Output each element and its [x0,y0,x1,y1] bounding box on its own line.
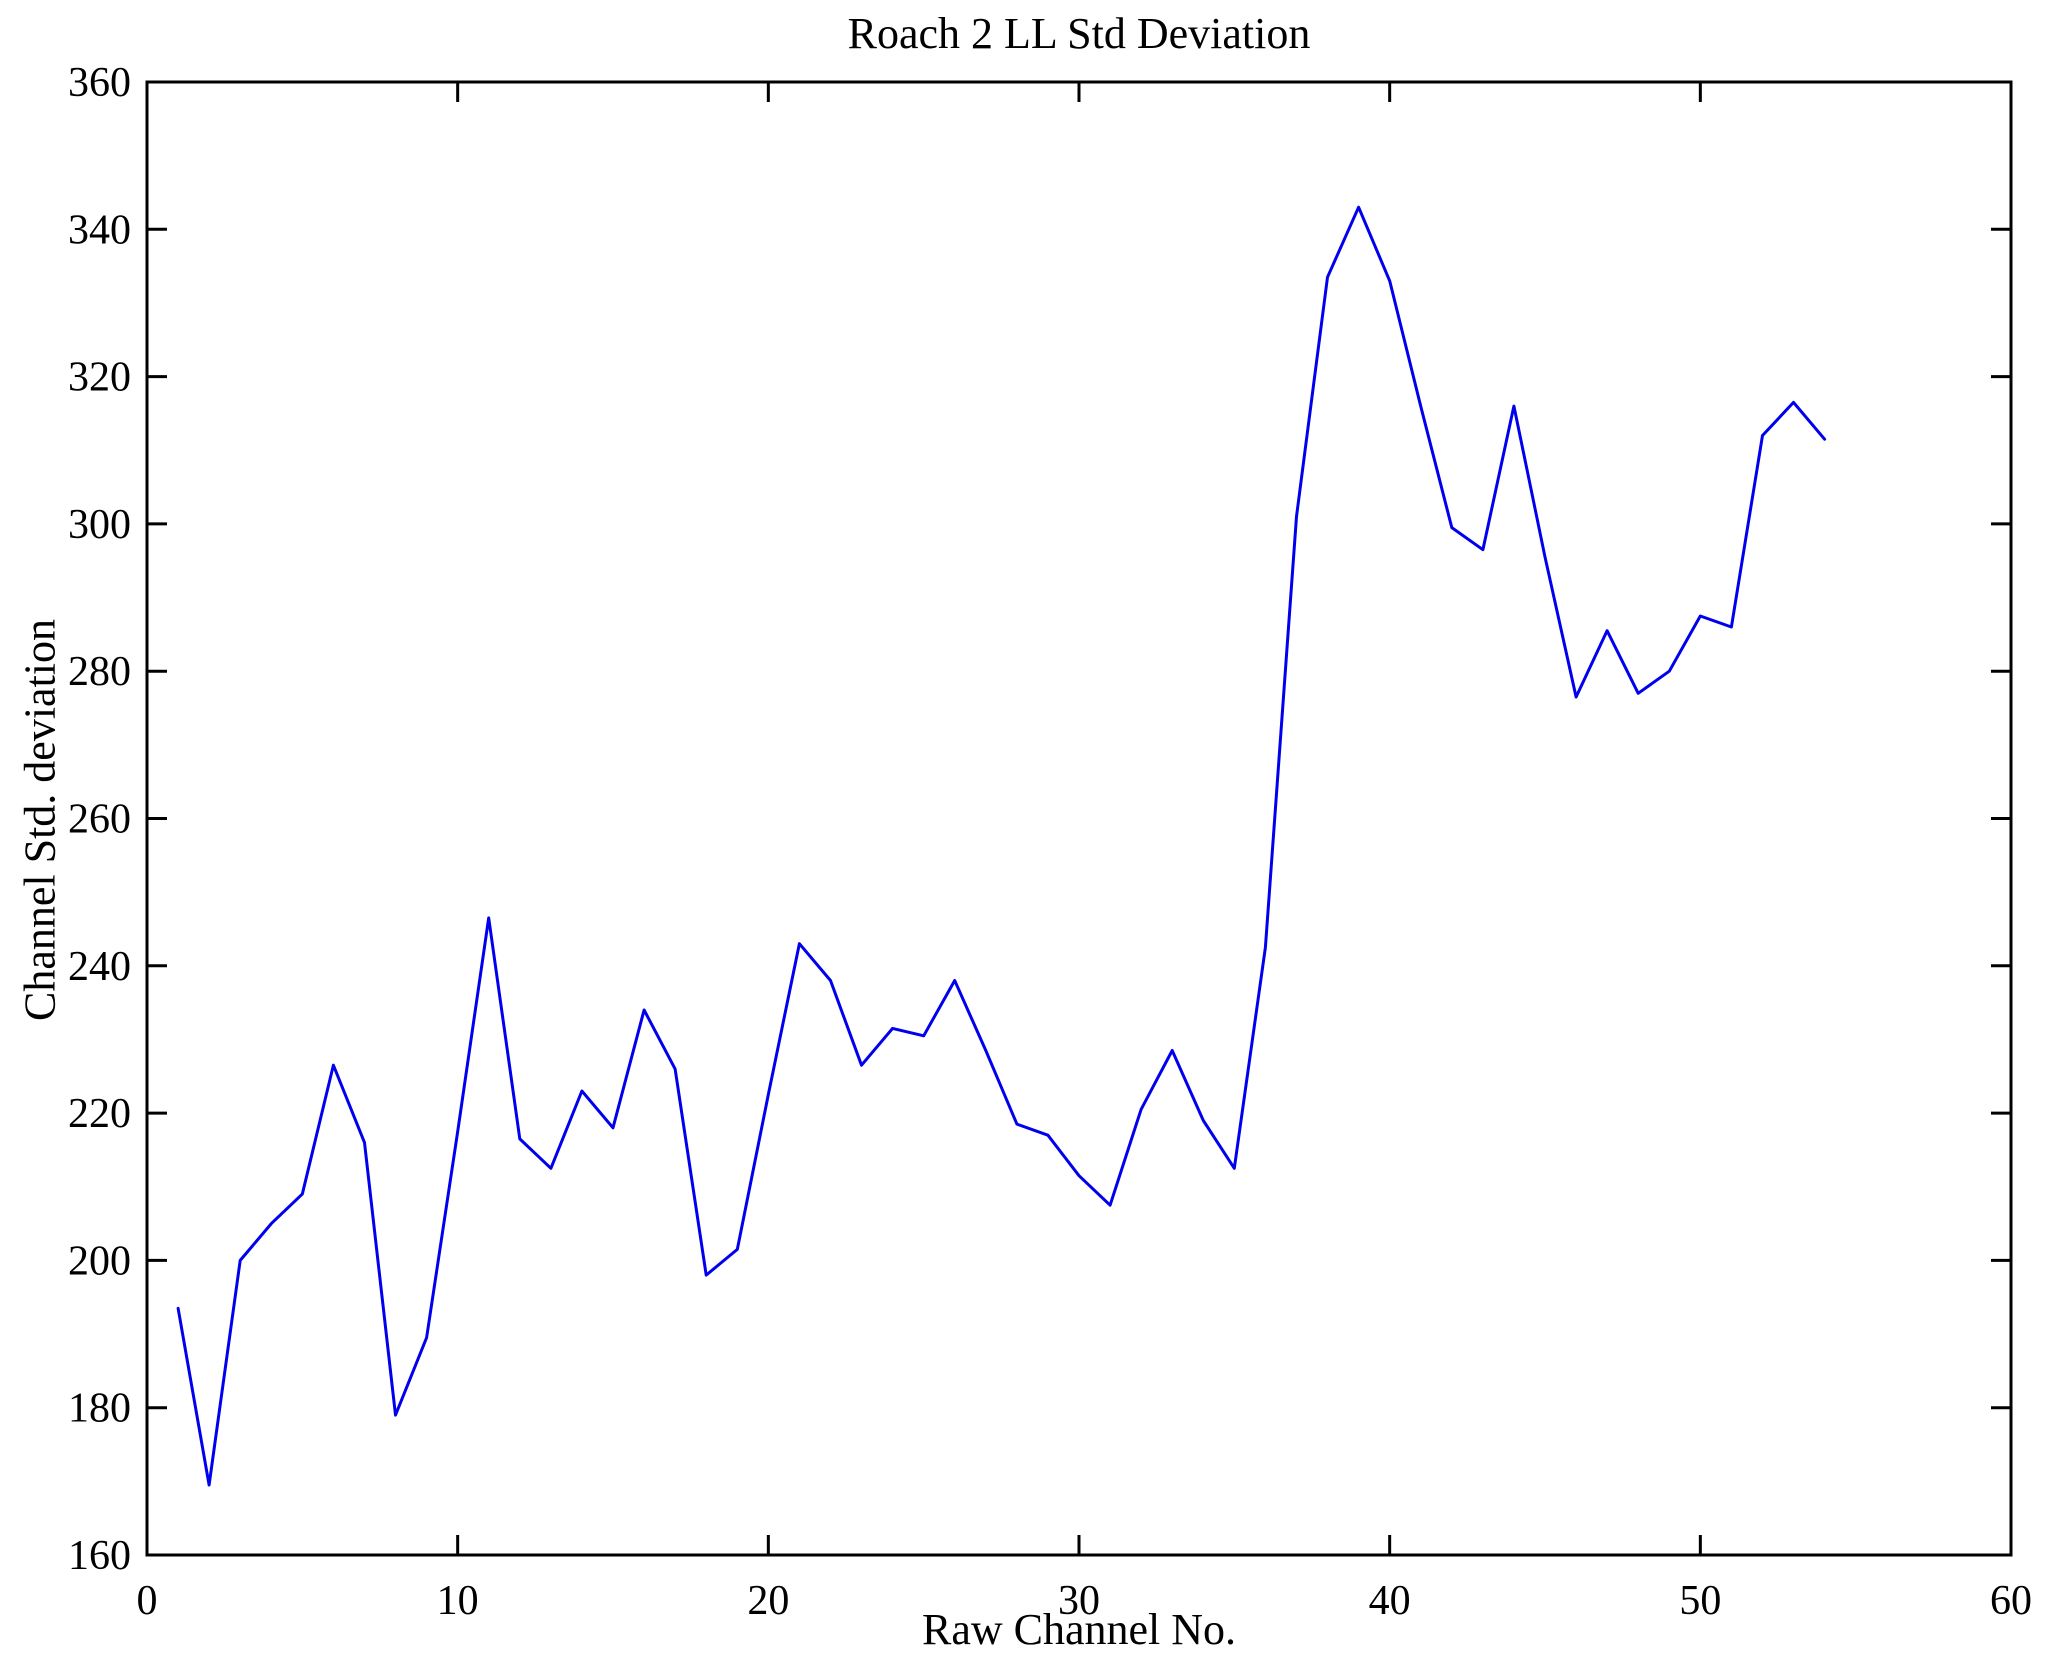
x-tick-label: 60 [1990,1578,2032,1624]
data-series-line [176,205,1827,1487]
y-tick-label: 200 [68,1238,131,1284]
y-tick-label: 300 [68,502,131,548]
y-axis-label: Channel Std. deviation [15,618,65,1022]
y-tick-label: 340 [68,207,131,253]
y-tick-label: 160 [68,1533,131,1579]
x-tick-label: 30 [1058,1578,1100,1624]
x-axis-label: Raw Channel No. [921,1605,1237,1654]
x-tick-label: 50 [1679,1578,1721,1624]
x-tick-label: 20 [747,1578,789,1624]
y-tick-label: 180 [68,1386,131,1432]
y-tick-label: 240 [68,944,131,990]
x-tick-label: 0 [137,1578,158,1624]
y-tick-label: 220 [68,1091,131,1137]
y-tick-label: 260 [68,797,131,843]
y-tick-label: 320 [68,355,131,401]
y-tick-label: 360 [68,60,131,106]
x-tick-label: 40 [1369,1578,1411,1624]
x-tick-label: 10 [437,1578,479,1624]
y-tick-label: 280 [68,649,131,695]
plot-title: Roach 2 LL Std Deviation [847,9,1311,58]
